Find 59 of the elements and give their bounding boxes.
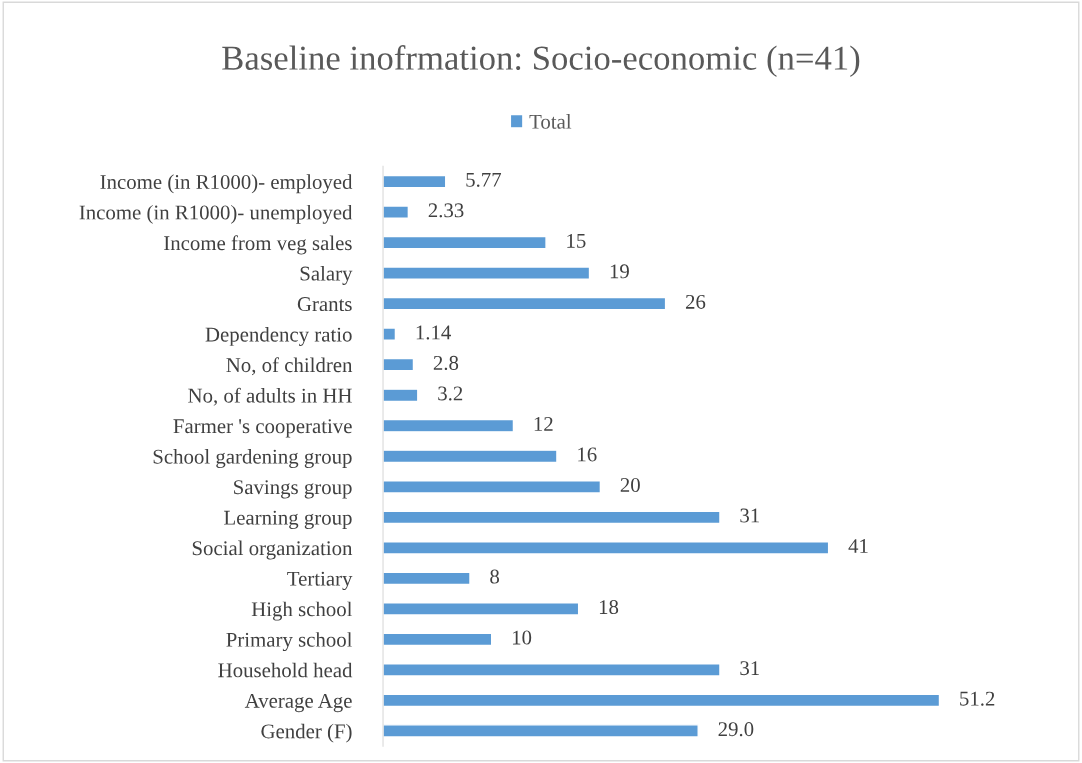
- y-tick-label: Grants: [297, 297, 352, 312]
- y-tick-label: No, of children: [226, 357, 353, 376]
- y-tick-label: Household head: [218, 662, 353, 678]
- y-tick-label: School gardening group: [153, 449, 352, 468]
- data-label: 29.0: [718, 722, 754, 737]
- data-label: 5.77: [466, 172, 502, 187]
- data-label: 31: [740, 661, 759, 676]
- y-tick-label: Farmer 's cooperative: [173, 419, 352, 438]
- data-label: 8: [490, 569, 500, 584]
- bar: [383, 296, 667, 311]
- bar: [383, 235, 547, 250]
- bar: [383, 693, 941, 708]
- data-label: 3.2: [438, 386, 463, 401]
- y-tick-label: Learning group: [224, 510, 352, 530]
- y-tick-label: Tertiary: [287, 571, 353, 591]
- data-label: 18: [599, 600, 619, 615]
- bar: [383, 632, 493, 647]
- y-tick-label: Salary: [300, 265, 353, 285]
- y-tick-label: Income from veg sales: [164, 235, 352, 255]
- legend-label: Total: [529, 114, 572, 129]
- data-label: 41: [848, 539, 868, 553]
- data-label: 19: [610, 264, 629, 279]
- y-tick-label: High school: [251, 601, 353, 621]
- bar: [383, 724, 699, 738]
- bar: [383, 388, 419, 403]
- bar: [383, 266, 591, 280]
- y-tick-label: Income (in R1000)- employed: [100, 174, 353, 194]
- bar: [383, 479, 602, 494]
- bar: [383, 602, 580, 616]
- data-label: 2.33: [428, 203, 464, 218]
- y-tick-label: Primary school: [226, 632, 353, 652]
- data-label: 1.14: [416, 325, 451, 340]
- y-tick-label: Average Age: [244, 693, 352, 713]
- bar: [383, 327, 397, 341]
- bar: [383, 541, 830, 555]
- data-label: 12: [534, 416, 553, 431]
- bar: [383, 174, 447, 189]
- y-tick-label: Social organization: [192, 540, 353, 560]
- bar: [383, 663, 721, 677]
- y-tick-label: Dependency ratio: [205, 326, 352, 346]
- bar: [383, 418, 515, 433]
- data-label: 15: [567, 233, 586, 248]
- data-label: 2.8: [433, 355, 459, 371]
- bar: [383, 510, 721, 525]
- y-tick-label: Gender (F): [261, 723, 352, 743]
- data-label: 26: [685, 294, 706, 309]
- bar: [383, 571, 471, 586]
- data-label: 20: [620, 477, 640, 493]
- bar: [383, 357, 415, 372]
- chart-title: Baseline inofrmation: Socio-economic (n=41): [222, 45, 860, 77]
- y-tick-label: Savings group: [234, 480, 352, 499]
- y-tick-label: Income (in R1000)- unemployed: [79, 204, 353, 224]
- data-label: 10: [512, 630, 532, 645]
- data-label: 51.2: [960, 691, 995, 706]
- data-label: 31: [740, 508, 759, 523]
- bar: [383, 449, 558, 464]
- data-label: 16: [578, 447, 597, 462]
- y-tick-label: No, of adults in HH: [188, 387, 352, 406]
- bar: [383, 205, 410, 219]
